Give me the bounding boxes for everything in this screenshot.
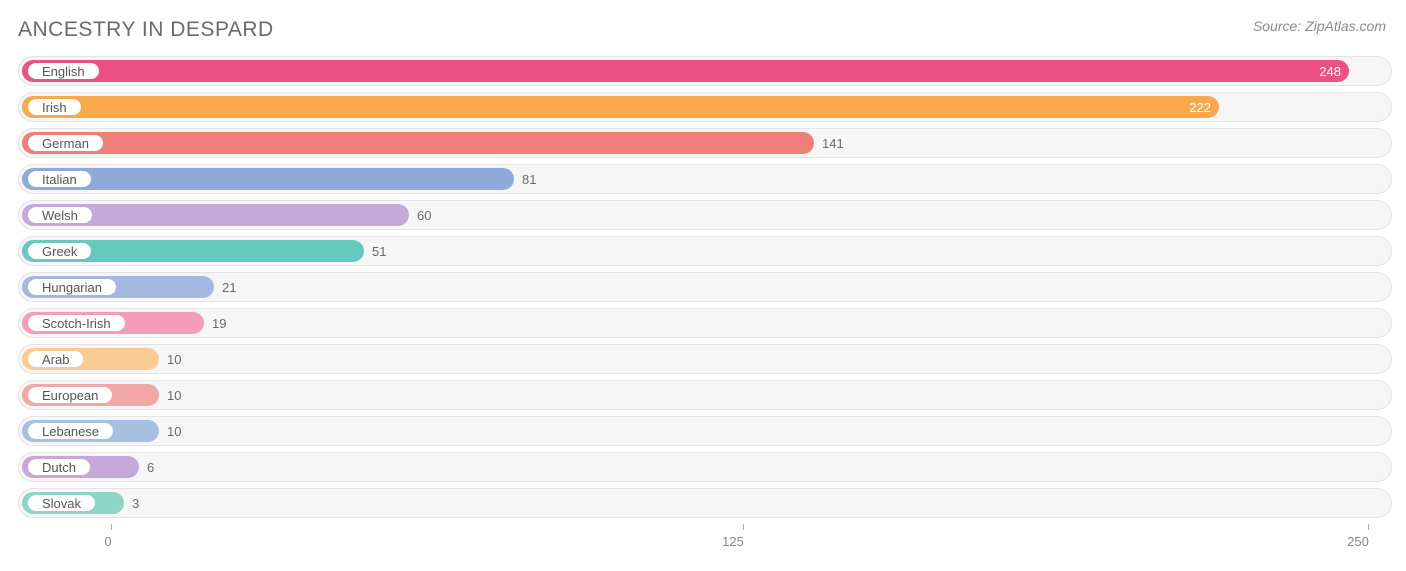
axis-tick: 125 xyxy=(733,524,755,551)
bar-row: English 248 xyxy=(18,56,1392,86)
bar-row: Slovak 3 xyxy=(18,488,1392,518)
category-label: Greek xyxy=(42,244,77,259)
category-label: German xyxy=(42,136,89,151)
value-label: 81 xyxy=(514,165,536,193)
category-pill: Slovak xyxy=(26,493,97,513)
bar-row: Dutch 6 xyxy=(18,452,1392,482)
bars-area: English 248 Irish 222 German 141 Italian 81 Wels… xyxy=(18,56,1392,518)
category-label: Lebanese xyxy=(42,424,99,439)
category-pill: Irish xyxy=(26,97,83,117)
bar-row: German 141 xyxy=(18,128,1392,158)
x-axis: 0 125 250 xyxy=(18,524,1392,564)
value-label: 10 xyxy=(159,417,181,445)
tick-label: 125 xyxy=(722,534,744,549)
category-pill: Hungarian xyxy=(26,277,118,297)
category-pill: German xyxy=(26,133,105,153)
bar-row: Irish 222 xyxy=(18,92,1392,122)
category-label: Dutch xyxy=(42,460,76,475)
bar-row: Greek 51 xyxy=(18,236,1392,266)
category-label: Hungarian xyxy=(42,280,102,295)
bar-row: Lebanese 10 xyxy=(18,416,1392,446)
value-label: 19 xyxy=(204,309,226,337)
chart-title: ANCESTRY IN DESPARD xyxy=(18,18,274,42)
bar-row: Italian 81 xyxy=(18,164,1392,194)
category-pill: Italian xyxy=(26,169,93,189)
category-pill: English xyxy=(26,61,101,81)
chart-header: ANCESTRY IN DESPARD Source: ZipAtlas.com xyxy=(18,18,1392,42)
bar-row: Hungarian 21 xyxy=(18,272,1392,302)
value-label: 222 xyxy=(1189,93,1221,121)
bar-fill xyxy=(22,168,514,190)
value-label: 51 xyxy=(364,237,386,265)
category-pill: Arab xyxy=(26,349,85,369)
bar-row: Arab 10 xyxy=(18,344,1392,374)
category-pill: Welsh xyxy=(26,205,94,225)
value-label: 21 xyxy=(214,273,236,301)
tick-label: 250 xyxy=(1347,534,1369,549)
value-label: 248 xyxy=(1319,57,1351,85)
category-label: English xyxy=(42,64,85,79)
category-pill: Greek xyxy=(26,241,93,261)
value-label: 141 xyxy=(814,129,844,157)
tick-line xyxy=(1368,524,1369,530)
bar-row: Welsh 60 xyxy=(18,200,1392,230)
value-label: 6 xyxy=(139,453,154,481)
category-label: Scotch-Irish xyxy=(42,316,111,331)
value-label: 60 xyxy=(409,201,431,229)
bar-row: Scotch-Irish 19 xyxy=(18,308,1392,338)
category-label: Welsh xyxy=(42,208,78,223)
category-label: Slovak xyxy=(42,496,81,511)
category-label: Italian xyxy=(42,172,77,187)
value-label: 10 xyxy=(159,381,181,409)
value-label: 10 xyxy=(159,345,181,373)
value-label: 3 xyxy=(124,489,139,517)
category-pill: Lebanese xyxy=(26,421,115,441)
category-pill: European xyxy=(26,385,114,405)
axis-tick: 250 xyxy=(1358,524,1380,551)
bar-fill xyxy=(22,96,1219,118)
axis-tick: 0 xyxy=(108,524,115,551)
category-pill: Dutch xyxy=(26,457,92,477)
tick-line xyxy=(111,524,112,530)
chart-source: Source: ZipAtlas.com xyxy=(1253,18,1392,34)
bar-fill xyxy=(22,60,1349,82)
bar-fill xyxy=(22,132,814,154)
category-label: European xyxy=(42,388,98,403)
category-label: Arab xyxy=(42,352,69,367)
tick-label: 0 xyxy=(104,534,111,549)
bar-row: European 10 xyxy=(18,380,1392,410)
ancestry-chart: ANCESTRY IN DESPARD Source: ZipAtlas.com… xyxy=(0,0,1406,571)
category-pill: Scotch-Irish xyxy=(26,313,127,333)
category-label: Irish xyxy=(42,100,67,115)
tick-line xyxy=(743,524,744,530)
